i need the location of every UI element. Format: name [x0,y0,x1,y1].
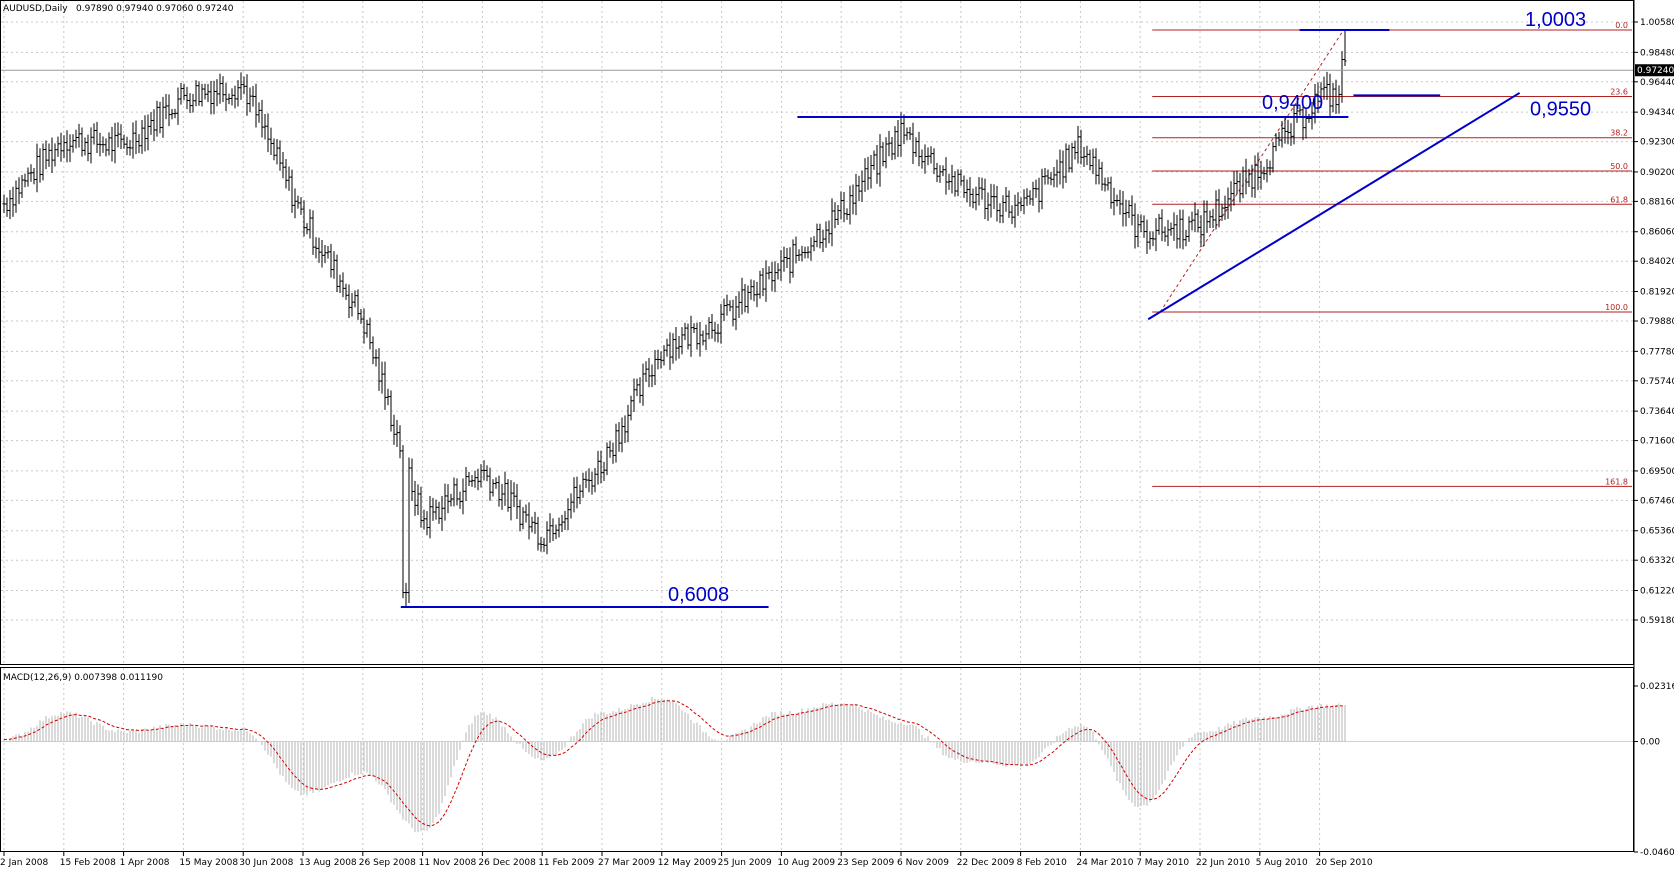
time-tick-label: 12 May 2009 [658,858,717,868]
fibonacci-retracement[interactable]: 0.0 23.6 38.2 50.0 61.8 100.0 161.8 [1152,21,1632,487]
price-tick-label: 0.67460 [1640,496,1674,506]
price-tick-label: 0.69500 [1640,467,1674,477]
time-tick-label: 6 Nov 2009 [897,858,949,868]
price-panel-frame [0,0,1634,665]
support-resistance-levels[interactable]: 1,0003 0,9400 0,9550 0,6008 [400,9,1591,608]
time-tick-label: 10 Aug 2009 [777,858,835,868]
time-tick-label: 25 Jun 2009 [718,858,772,868]
fib-level-label: 61.8 [1610,195,1628,204]
fib-level-label: 23.6 [1610,88,1628,97]
price-tick-label: 0.71600 [1640,437,1674,447]
time-tick-label: 15 Feb 2008 [60,858,116,868]
price-tick-label: 0.81920 [1640,288,1674,298]
time-tick-label: 11 Feb 2009 [538,858,594,868]
price-tick-label: 0.96440 [1640,78,1674,88]
time-axis: 2 Jan 2008 15 Feb 2008 1 Apr 2008 15 May 20… [0,852,1373,868]
price-tick-label: 0.79880 [1640,317,1674,327]
time-tick-label: 13 Aug 2008 [299,858,357,868]
price-tick-label: 0.65360 [1640,527,1674,537]
macd-histogram [1,697,1633,833]
macd-tick-label: 0.00 [1640,738,1660,748]
trendline [1147,92,1521,321]
price-tick-label: 0.98480 [1640,48,1674,58]
level-label: 0,6008 [668,584,729,606]
price-tick-label: 0.90200 [1640,168,1674,178]
time-tick-label: 2 Jan 2008 [0,858,48,868]
time-tick-label: 15 May 2008 [179,858,238,868]
macd-axis: 0.023164 0.00 -0.04607 [1634,682,1674,858]
price-tick-label: 0.86060 [1640,228,1674,238]
macd-tick-label: 0.023164 [1640,682,1674,692]
price-tick-label: 0.59180 [1640,616,1674,626]
grid [1,1,1633,851]
level-label: 0,9400 [1262,92,1323,114]
fib-level-label: 0.0 [1615,21,1628,30]
fib-level-label: 50.0 [1610,162,1628,171]
macd-signal-line [3,700,1346,827]
time-tick-label: 20 Sep 2010 [1316,858,1373,868]
macd-tick-label: -0.04607 [1640,848,1674,858]
time-tick-label: 26 Sep 2008 [359,858,416,868]
price-tick-label: 0.73640 [1640,407,1674,417]
time-tick-label: 26 Dec 2008 [478,858,536,868]
price-bars [1,29,1633,607]
time-tick-label: 8 Feb 2010 [1017,858,1068,868]
fib-level-label: 100.0 [1605,303,1628,312]
time-tick-label: 7 May 2010 [1136,858,1189,868]
current-price-marker: 0.97240 [1635,64,1674,77]
macd-header-label: MACD(12,26,9) 0.007398 0.011190 [3,673,163,683]
price-axis: 1.00580 0.98480 0.96440 0.94340 0.92300 0.902… [1634,18,1674,626]
price-tick-label: 0.94340 [1640,108,1674,118]
time-tick-label: 11 Nov 2008 [419,858,477,868]
time-tick-label: 22 Dec 2009 [957,858,1015,868]
fib-level-label: 161.8 [1605,477,1628,486]
time-tick-label: 23 Sep 2009 [837,858,894,868]
price-tick-label: 0.88160 [1640,197,1674,207]
svg-text:0.97240: 0.97240 [1637,66,1674,76]
price-tick-label: 0.77780 [1640,347,1674,357]
price-tick-label: 1.00580 [1640,18,1674,28]
time-tick-label: 27 Mar 2009 [598,858,655,868]
price-tick-label: 0.61220 [1640,587,1674,597]
time-tick-label: 1 Apr 2008 [120,858,170,868]
macd-panel-frame [0,667,1634,852]
price-tick-label: 0.92300 [1640,138,1674,148]
time-tick-label: 22 Jun 2010 [1196,858,1250,868]
time-tick-label: 24 Mar 2010 [1076,858,1133,868]
price-tick-label: 0.84020 [1640,257,1674,267]
time-tick-label: 5 Aug 2010 [1256,858,1308,868]
time-tick-label: 30 Jun 2008 [239,858,293,868]
price-tick-label: 0.63320 [1640,556,1674,566]
chart-symbol-label: AUDUSD,Daily [3,4,68,14]
level-label: 1,0003 [1525,9,1586,31]
level-label: 0,9550 [1530,98,1591,120]
price-tick-label: 0.75740 [1640,377,1674,387]
fib-level-label: 38.2 [1610,129,1628,138]
chart-ohlc-label: 0.97890 0.97940 0.97060 0.97240 [76,4,234,14]
